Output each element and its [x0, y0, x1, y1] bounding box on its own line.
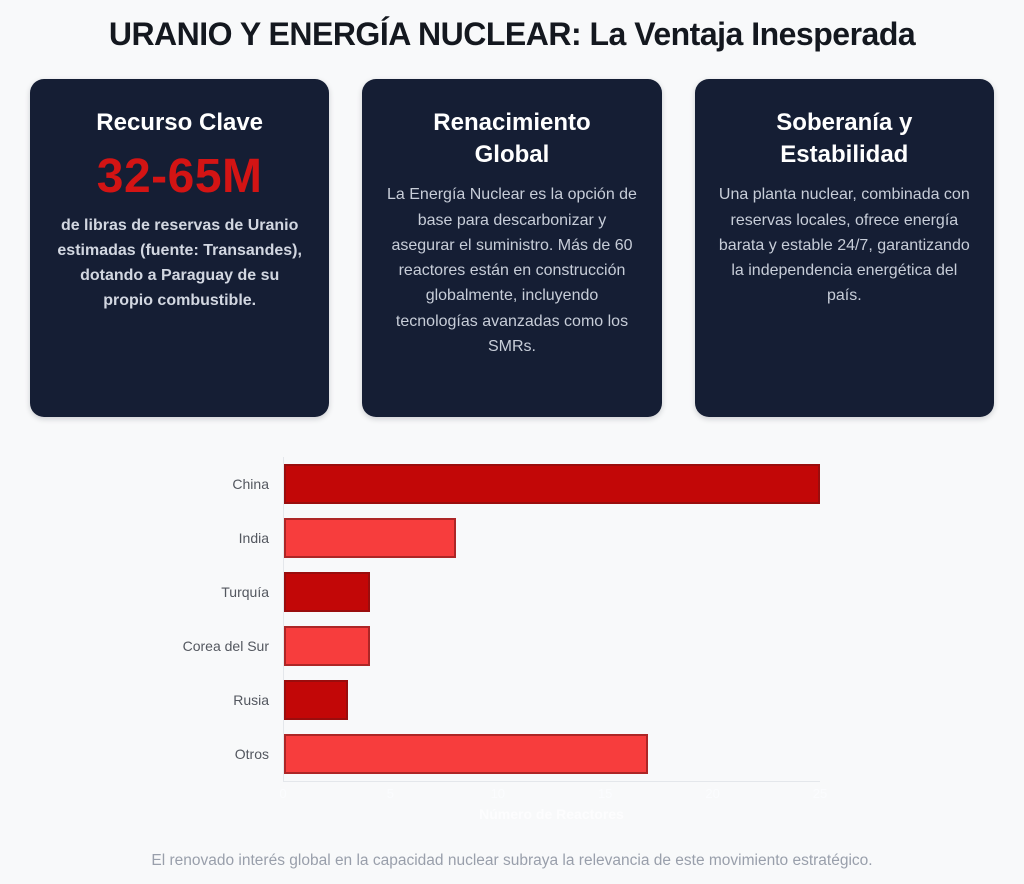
chart-x-tick: 5 [386, 786, 395, 801]
chart-x-tick: 20 [705, 786, 720, 801]
card-body-text: de libras de reservas de Uranio estimada… [57, 216, 302, 310]
chart-bar-turquía [284, 572, 370, 612]
chart-bar-row [284, 673, 820, 727]
card-body-text: Una planta nuclear, combinada con reserv… [718, 186, 970, 305]
page-title: URANIO Y ENERGÍA NUCLEAR: La Ventaja Ine… [108, 16, 916, 52]
chart-x-tick: 15 [597, 786, 613, 801]
chart-plot-area [283, 457, 820, 782]
chart-category-label: Turquía [221, 584, 269, 600]
stat-cards-row: Recurso Clave 32-65M de libras de reserv… [0, 79, 1024, 417]
card-title: Recurso Clave [96, 109, 264, 136]
chart-x-axis-ticks: 0 5 10 15 20 25 [279, 786, 827, 804]
chart-bar-china [284, 464, 820, 504]
chart-x-tick: 10 [490, 786, 506, 801]
chart-bar-row [284, 727, 820, 781]
chart-category-label: Corea del Sur [182, 638, 269, 654]
reactors-bar-chart: China India Turquía Corea del Sur Rusia Otros… [0, 457, 1024, 822]
card-title: Soberanía y Estabilidad [776, 109, 913, 168]
chart-bar-india [284, 518, 456, 558]
card-title: Renacimiento Global [433, 109, 591, 168]
chart-category-label: Rusia [233, 692, 269, 708]
card-highlight-value: 32-65M [96, 149, 263, 203]
card-body-text: La Energía Nuclear es la opción de base … [387, 186, 637, 355]
card-recurso-clave: Recurso Clave 32-65M de libras de reserv… [30, 79, 330, 417]
chart-x-axis-title: Número de Reactores [479, 806, 624, 822]
chart-x-tick: 0 [279, 786, 287, 801]
chart-bar-corea-del-sur [284, 626, 370, 666]
chart-bar-otros [284, 734, 649, 774]
chart-bar-row [284, 457, 820, 511]
chart-bar-row [284, 565, 820, 619]
chart-category-label: India [238, 530, 269, 546]
chart-bar-row [284, 619, 820, 673]
chart-x-tick: 25 [812, 786, 828, 801]
chart-category-label: China [232, 476, 269, 492]
chart-category-label: Otros [234, 746, 269, 762]
footer-caption: El renovado interés global en la capacid… [151, 852, 873, 869]
chart-category-labels: China India Turquía Corea del Sur Rusia Otros [0, 457, 283, 782]
chart-bar-row [284, 511, 820, 565]
card-renacimiento-global: Renacimiento Global La Energía Nuclear e… [362, 79, 662, 417]
chart-bar-rusia [284, 680, 349, 720]
card-soberania-estabilidad: Soberanía y Estabilidad Una planta nucle… [694, 79, 994, 417]
